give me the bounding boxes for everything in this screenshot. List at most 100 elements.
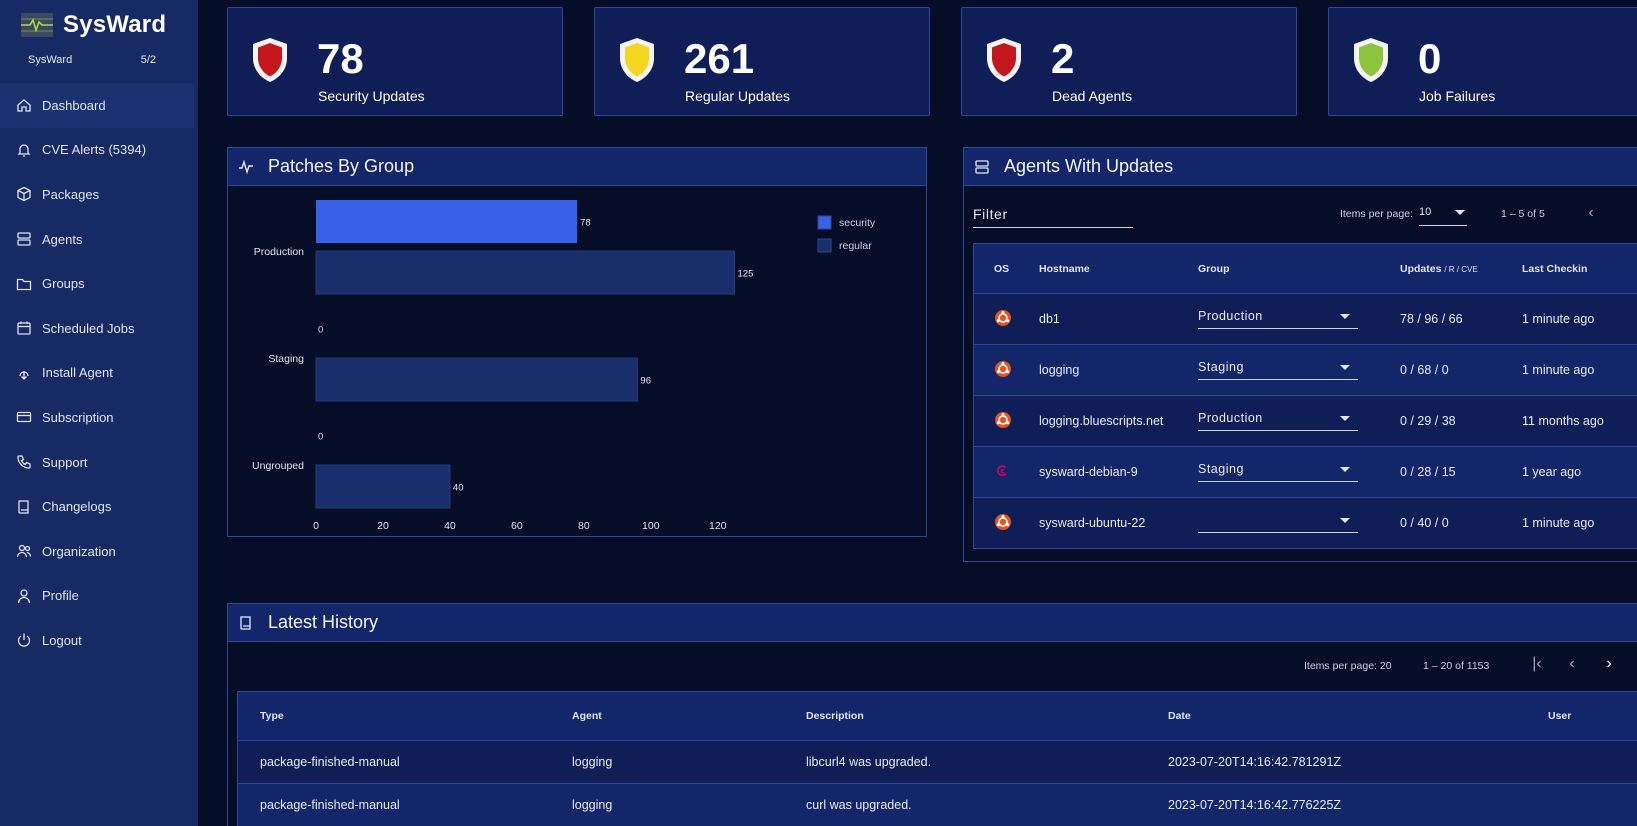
- sidebar-item-label: Packages: [42, 186, 100, 202]
- group-select[interactable]: Staging: [1198, 360, 1358, 380]
- legend-swatch-security: [817, 215, 832, 230]
- first-page-icon[interactable]: |‹: [1532, 655, 1542, 672]
- sidebar-item-label: Organization: [42, 543, 116, 559]
- stat-value: 261: [684, 35, 755, 82]
- col-os: OS: [994, 262, 1010, 275]
- bar-regular[interactable]: [315, 250, 736, 295]
- chevron-down-icon: [1340, 467, 1350, 472]
- activity-icon: [238, 158, 256, 176]
- bell-icon: [16, 142, 32, 158]
- history-table: Type Agent Description Date User package…: [237, 691, 1637, 826]
- group-select-value: Staging: [1198, 462, 1244, 476]
- stat-card-security-updates[interactable]: 78 Security Updates: [227, 7, 563, 116]
- date-cell: 2023-07-20T14:16:42.781291Z: [1168, 755, 1342, 769]
- agents-title: Agents With Updates: [1004, 156, 1174, 176]
- x-tick-label: 80: [578, 520, 590, 532]
- sidebar-item-scheduled-jobs[interactable]: Scheduled Jobs: [0, 306, 198, 351]
- sidebar-item-organization[interactable]: Organization: [0, 529, 198, 574]
- type-cell: package-finished-manual: [260, 798, 400, 812]
- server-icon: [974, 158, 992, 176]
- sidebar-item-agents[interactable]: Agents: [0, 217, 198, 262]
- history-table-body: package-finished-manual logging libcurl4…: [238, 741, 1637, 826]
- sidebar-item-label: Changelogs: [42, 499, 112, 515]
- legend-label: regular: [839, 240, 872, 252]
- group-select[interactable]: Staging: [1198, 462, 1358, 482]
- sidebar-item-profile[interactable]: Profile: [0, 574, 198, 619]
- table-row[interactable]: package-finished-manual logging libcurl4…: [238, 741, 1637, 784]
- chevron-down-icon: [1340, 416, 1350, 421]
- table-row[interactable]: package-finished-manual logging curl was…: [238, 784, 1637, 826]
- sidebar-item-label: Agents: [42, 231, 83, 247]
- sidebar-item-groups[interactable]: Groups: [0, 261, 198, 306]
- group-select[interactable]: Production: [1198, 411, 1358, 431]
- bar-regular[interactable]: [315, 464, 451, 509]
- group-select[interactable]: Production: [1198, 309, 1358, 329]
- download-icon: [16, 365, 32, 381]
- hostname-link[interactable]: sysward-debian-9: [1039, 465, 1138, 479]
- shield-icon: [987, 38, 1021, 82]
- group-select[interactable]: [1198, 513, 1358, 533]
- sidebar-item-cve-alerts-5394[interactable]: CVE Alerts (5394): [0, 128, 198, 173]
- agent-cell: logging: [572, 798, 613, 812]
- sidebar-item-support[interactable]: Support: [0, 440, 198, 485]
- next-page-icon[interactable]: ›: [1606, 655, 1612, 672]
- agents-table-header: OS Hostname Group Updates / R / CVE Last…: [974, 244, 1637, 294]
- legend-label: security: [839, 217, 876, 229]
- sidebar-item-install-agent[interactable]: Install Agent: [0, 351, 198, 396]
- data-label: 0: [318, 432, 323, 443]
- table-row[interactable]: logging Staging 0 / 68 / 0 1 minute ago: [974, 345, 1637, 396]
- stat-card-job-failures[interactable]: 0 Job Failures: [1328, 7, 1637, 116]
- ubuntu-icon: [995, 411, 1011, 428]
- bar-regular[interactable]: [315, 357, 638, 402]
- stat-card-dead-agents[interactable]: 2 Dead Agents: [961, 7, 1297, 116]
- patches-chart: Production 78 125 Staging 0 96 Ungrouped 0 40 0 20…: [252, 200, 876, 532]
- bar-security[interactable]: [316, 200, 578, 243]
- os-cell: [974, 309, 1038, 330]
- checkin-cell: 1 minute ago: [1522, 312, 1595, 326]
- folder-icon: [16, 276, 32, 292]
- updates-cell: 0 / 40 / 0: [1400, 516, 1449, 530]
- table-row[interactable]: logging.bluescripts.net Production 0 / 2…: [974, 396, 1637, 447]
- group-cell: Production: [1198, 309, 1400, 329]
- sidebar-item-subscription[interactable]: Subscription: [0, 395, 198, 440]
- group-cell: Staging: [1198, 462, 1400, 482]
- org-row[interactable]: SysWard 5/2: [28, 54, 156, 66]
- x-tick-label: 60: [511, 520, 523, 532]
- previous-page-icon[interactable]: ‹: [1569, 655, 1575, 672]
- app-name: SysWard: [63, 11, 167, 38]
- os-cell: [974, 411, 1038, 432]
- users-icon: [16, 543, 32, 559]
- agent-cell: logging: [572, 755, 613, 769]
- table-row[interactable]: sysward-debian-9 Staging 0 / 28 / 15 1 y…: [974, 447, 1637, 498]
- hostname-link[interactable]: logging: [1039, 363, 1080, 377]
- group-cell: Staging: [1198, 360, 1400, 380]
- items-per-page-label: Items per page:: [1340, 208, 1413, 220]
- hostname-link[interactable]: sysward-ubuntu-22: [1039, 516, 1146, 530]
- sidebar-item-logout[interactable]: Logout: [0, 618, 198, 663]
- data-label: 0: [318, 325, 323, 336]
- phone-icon: [16, 454, 32, 470]
- hostname-link[interactable]: db1: [1039, 312, 1060, 326]
- category-label: Staging: [268, 353, 304, 365]
- history-panel-header: Latest History: [228, 604, 1637, 642]
- ubuntu-icon: [995, 309, 1011, 326]
- hostname-link[interactable]: logging.bluescripts.net: [1039, 414, 1164, 428]
- sidebar-item-changelogs[interactable]: Changelogs: [0, 484, 198, 529]
- sidebar-item-dashboard[interactable]: Dashboard: [0, 83, 194, 128]
- sidebar-item-packages[interactable]: Packages: [0, 172, 198, 217]
- filter-input[interactable]: Filter: [973, 206, 1008, 222]
- table-row[interactable]: sysward-ubuntu-22 0 / 40 / 0 1 minute ag…: [974, 498, 1637, 548]
- brand[interactable]: SysWard: [20, 10, 166, 40]
- user-icon: [16, 588, 32, 604]
- history-panel: Latest History Items per page: 20 1 – 20…: [227, 603, 1637, 826]
- ubuntu-icon: [995, 513, 1011, 530]
- sidebar-item-label: Profile: [42, 588, 79, 604]
- previous-page-icon[interactable]: ‹: [1588, 204, 1594, 221]
- x-tick-label: 100: [642, 520, 660, 532]
- org-count: 5/2: [140, 54, 156, 66]
- table-row[interactable]: db1 Production 78 / 96 / 66 1 minute ago: [974, 294, 1637, 345]
- calendar-icon: [16, 320, 32, 336]
- items-per-page-select[interactable]: 10: [1419, 206, 1467, 226]
- sidebar-item-label: Groups: [42, 276, 85, 292]
- stat-card-regular-updates[interactable]: 261 Regular Updates: [594, 7, 930, 116]
